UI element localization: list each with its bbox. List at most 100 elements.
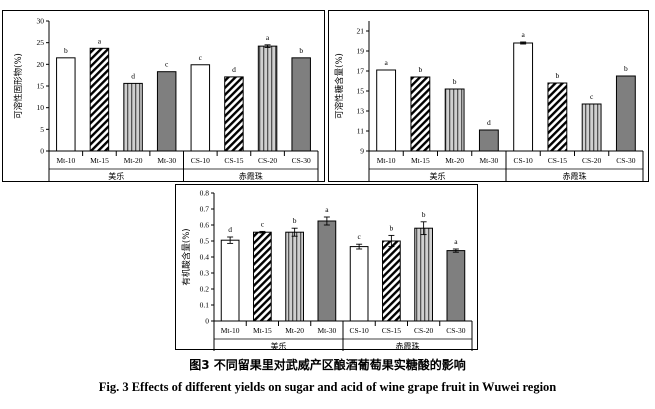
bar-cs-15 <box>224 76 244 152</box>
error-bar <box>259 230 266 234</box>
x-tick-label: Mt-30 <box>318 326 337 335</box>
significance-letter: c <box>199 53 203 62</box>
y-tick-label: 10 <box>37 103 45 112</box>
bar-mt-10 <box>56 57 76 152</box>
significance-letter: b <box>422 210 426 219</box>
significance-letter: c <box>261 219 265 228</box>
bar-mt-20 <box>285 231 304 322</box>
x-tick-label: CS-10 <box>350 326 369 335</box>
error-bar <box>323 216 330 226</box>
y-tick-label: 0.4 <box>200 253 210 262</box>
bar-mt-30 <box>478 129 499 152</box>
y-tick-label: 0.5 <box>200 237 210 246</box>
x-tick-label: Mt-15 <box>253 326 272 335</box>
bar-cs-30 <box>446 250 466 322</box>
x-tick-label: Mt-30 <box>157 156 176 165</box>
error-bar <box>452 248 459 253</box>
significance-letter: b <box>293 216 297 225</box>
significance-letter: a <box>98 36 102 45</box>
y-tick-label: 0 <box>40 147 44 156</box>
bar-mt-15 <box>410 76 431 152</box>
chart-soluble-solids: 0 5 10 15 20 25 30 可溶性固形物(%) b Mt-10 a Mt-15 d Mt-20 c… <box>2 10 325 182</box>
significance-letter: d <box>232 65 236 74</box>
significance-letter: a <box>325 205 329 214</box>
bar-mt-15 <box>253 231 272 322</box>
bar-cs-10 <box>190 64 211 152</box>
significance-letter: b <box>299 46 303 55</box>
error-bar <box>520 41 527 45</box>
x-tick-label: CS-15 <box>548 156 567 165</box>
group-label: 美乐 <box>108 171 124 181</box>
y-axis-label: 可溶性糖含量(%) <box>334 53 345 119</box>
significance-letter: b <box>453 77 457 86</box>
y-tick-label: 25 <box>37 38 45 47</box>
y-tick-label: 11 <box>357 127 364 136</box>
significance-letter: a <box>521 30 525 39</box>
y-tick-label: 0 <box>205 317 209 326</box>
x-tick-label: Mt-10 <box>377 156 396 165</box>
significance-letter: a <box>266 33 270 42</box>
y-tick-label: 21 <box>357 27 365 36</box>
bar-mt-20 <box>444 88 465 152</box>
y-axis-label: 可溶性固形物(%) <box>13 53 24 119</box>
significance-letter: c <box>590 92 594 101</box>
y-tick-label: 0.2 <box>200 285 210 294</box>
group-label: 赤霞珠 <box>239 171 263 181</box>
error-bar <box>291 227 298 237</box>
significance-letter: a <box>384 58 388 67</box>
group-label: 美乐 <box>430 171 446 181</box>
y-tick-label: 17 <box>357 67 365 76</box>
significance-letter: c <box>357 232 361 241</box>
error-bar <box>227 236 234 244</box>
bar-mt-15 <box>89 47 110 152</box>
x-tick-label: Mt-10 <box>221 326 240 335</box>
x-tick-label: CS-30 <box>616 156 635 165</box>
y-tick-label: 0.3 <box>200 269 210 278</box>
error-bar <box>264 44 271 48</box>
bar-cs-30 <box>291 57 311 152</box>
y-tick-label: 0.7 <box>200 205 210 214</box>
x-tick-label: CS-20 <box>414 326 433 335</box>
y-tick-label: 15 <box>37 82 45 91</box>
bar-cs-20 <box>581 103 602 152</box>
x-tick-label: CS-20 <box>582 156 601 165</box>
y-tick-label: 0.6 <box>200 221 210 230</box>
error-bar <box>356 243 363 250</box>
x-tick-label: CS-20 <box>258 156 277 165</box>
y-tick-label: 5 <box>40 125 44 134</box>
y-tick-label: 30 <box>37 17 45 26</box>
significance-letter: b <box>419 65 423 74</box>
significance-letter: d <box>487 118 491 127</box>
y-tick-label: 0.8 <box>200 189 210 198</box>
x-tick-label: CS-15 <box>382 326 401 335</box>
significance-letter: c <box>165 60 169 69</box>
chart-soluble-sugar: 9 11 13 15 17 19 21 可溶性糖含量(%) a Mt-10 b Mt-15 b Mt-20… <box>328 10 649 182</box>
bar-cs-30 <box>615 75 636 152</box>
error-bar <box>420 221 427 236</box>
y-tick-label: 20 <box>37 60 45 69</box>
error-bar <box>388 234 395 248</box>
chart-organic-acid: 0 0.1 0.2 0.3 0.4 0.5 0.6 0.7 0.8 有机酸含量(%) d Mt-10 c… <box>175 184 478 351</box>
x-tick-label: Mt-15 <box>90 156 109 165</box>
y-tick-label: 13 <box>357 107 365 116</box>
x-tick-label: Mt-15 <box>411 156 430 165</box>
bar-cs-10 <box>513 42 534 152</box>
x-tick-label: Mt-20 <box>124 156 143 165</box>
group-label: 美乐 <box>271 341 287 351</box>
y-tick-label: 0.1 <box>200 301 210 310</box>
bar-mt-10 <box>220 239 240 322</box>
significance-letter: b <box>556 71 560 80</box>
bar-mt-20 <box>123 82 143 152</box>
chart-svg: 0 5 10 15 20 25 30 可溶性固形物(%) b Mt-10 a Mt-15 d Mt-20 c… <box>13 17 319 181</box>
group-label: 赤霞珠 <box>563 171 587 181</box>
bar-mt-30 <box>317 220 337 322</box>
x-tick-label: CS-10 <box>514 156 533 165</box>
bar-mt-10 <box>376 69 397 152</box>
x-tick-label: CS-15 <box>224 156 243 165</box>
figure-caption-en: Fig. 3 Effects of different yields on su… <box>98 380 557 394</box>
significance-letter: d <box>228 225 232 234</box>
bar-cs-20 <box>414 227 433 322</box>
group-label: 赤霞珠 <box>396 341 420 351</box>
x-tick-label: Mt-10 <box>56 156 75 165</box>
x-tick-label: Mt-20 <box>285 326 304 335</box>
